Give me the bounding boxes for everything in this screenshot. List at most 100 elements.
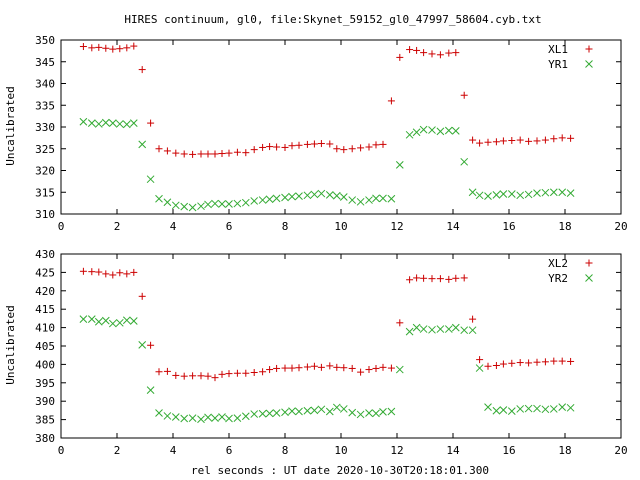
data-point-yr2 [204, 413, 212, 422]
data-point-xl2 [79, 267, 87, 275]
top-y-tick-label: 310 [35, 208, 55, 221]
data-point-yr1 [499, 190, 508, 198]
top-y-tick-label: 350 [35, 34, 55, 47]
data-point-xl2 [102, 270, 110, 278]
data-point-xl1 [420, 49, 428, 57]
data-point-xl2 [452, 274, 460, 282]
data-point-xl1 [155, 145, 163, 153]
data-point-yr1 [524, 190, 533, 199]
data-point-xl1 [310, 140, 318, 148]
data-point-xl2 [259, 368, 267, 376]
data-point-xl1 [428, 50, 436, 58]
data-point-xl1 [102, 44, 110, 52]
data-point-xl2 [225, 370, 233, 378]
data-point-xl1 [259, 143, 267, 151]
data-point-yr1 [250, 197, 259, 205]
data-point-yr1 [387, 194, 396, 203]
data-point-xl1 [189, 150, 197, 158]
data-point-yr2 [288, 407, 296, 415]
data-point-xl1 [130, 42, 138, 50]
data-point-yr1 [412, 128, 421, 137]
bottom-x-tick-label: 18 [558, 444, 571, 457]
data-point-xl1 [211, 150, 219, 158]
top-x-tick-label: 2 [114, 220, 121, 233]
data-point-yr1 [233, 199, 242, 208]
data-point-yr1 [146, 175, 155, 184]
data-point-yr1 [372, 194, 380, 203]
data-point-yr1 [211, 199, 219, 208]
data-point-yr2 [365, 409, 373, 417]
legend-label-xl1: XL1 [548, 43, 568, 56]
data-point-yr1 [218, 200, 226, 208]
data-point-yr2 [356, 410, 365, 419]
data-point-yr1 [451, 127, 460, 135]
data-point-xl2 [365, 366, 373, 374]
data-point-yr1 [129, 119, 138, 127]
bottom-x-tick-label: 14 [446, 444, 460, 457]
data-point-yr2 [533, 404, 541, 413]
data-point-xl2 [233, 369, 241, 377]
data-point-xl2 [172, 371, 180, 379]
data-point-xl1 [533, 137, 541, 145]
data-point-yr2 [265, 409, 274, 418]
data-point-yr2 [218, 413, 226, 421]
data-point-xl1 [172, 149, 180, 157]
data-point-xl1 [365, 143, 373, 151]
data-point-yr2 [241, 412, 250, 421]
data-point-yr2 [180, 414, 189, 423]
data-point-yr1 [348, 196, 357, 204]
data-point-xl1 [348, 145, 356, 153]
top-panel: 0 2 4 6 8 10 12 14 16 18 20 310 315 320 325 330 335 340 34… [35, 34, 628, 233]
data-point-xl2 [525, 359, 533, 367]
data-point-yr2 [281, 408, 289, 417]
data-point-xl1 [499, 137, 507, 145]
data-point-xl1 [242, 149, 250, 157]
data-point-yr1 [566, 189, 575, 197]
legend-marker-yr2 [585, 274, 593, 282]
bottom-plot-frame [60, 253, 622, 439]
data-point-yr2 [549, 405, 558, 413]
data-point-xl2 [211, 374, 219, 382]
series-xl2 [79, 267, 575, 382]
data-point-xl1 [333, 145, 341, 153]
data-point-xl1 [233, 148, 241, 156]
data-point-xl1 [484, 138, 492, 146]
data-point-yr1 [325, 191, 334, 199]
data-point-xl2 [348, 364, 356, 372]
top-y-tick-label: 345 [35, 56, 55, 69]
data-point-yr1 [197, 202, 205, 211]
data-point-xl1 [558, 134, 566, 142]
data-point-yr1 [317, 189, 326, 198]
data-point-yr1 [310, 190, 319, 199]
series-xl1 [79, 42, 575, 158]
data-point-yr1 [94, 120, 103, 128]
top-y-tick-label: 315 [35, 186, 55, 199]
data-point-xl2 [420, 274, 428, 282]
data-point-yr1 [428, 126, 436, 134]
data-point-yr2 [101, 316, 110, 325]
data-point-yr1 [533, 189, 541, 197]
data-point-yr1 [155, 194, 163, 203]
data-point-yr2 [122, 316, 131, 325]
legend-marker-xl2 [585, 259, 593, 267]
data-point-xl1 [88, 44, 96, 52]
data-point-yr2 [317, 405, 326, 414]
data-point-yr1 [265, 195, 274, 204]
data-point-yr1 [225, 200, 233, 208]
data-point-xl2 [357, 368, 365, 376]
data-point-yr2 [197, 415, 205, 424]
data-point-xl1 [163, 147, 171, 155]
data-point-yr2 [163, 412, 172, 420]
data-point-yr1 [87, 119, 96, 127]
data-point-yr2 [303, 406, 312, 415]
series-yr2 [79, 315, 575, 424]
bottom-y-tick-label: 425 [35, 266, 55, 279]
data-point-yr1 [492, 191, 501, 199]
data-point-yr2 [405, 327, 414, 336]
data-point-yr2 [566, 403, 575, 412]
data-point-yr2 [419, 325, 428, 333]
data-point-yr2 [310, 406, 319, 415]
data-point-xl2 [567, 357, 575, 365]
bottom-panel: 0 2 4 6 8 10 12 14 16 18 20 380 385 390 395 400 405 410 41… [35, 248, 628, 457]
top-y-tick-label: 325 [35, 143, 55, 156]
